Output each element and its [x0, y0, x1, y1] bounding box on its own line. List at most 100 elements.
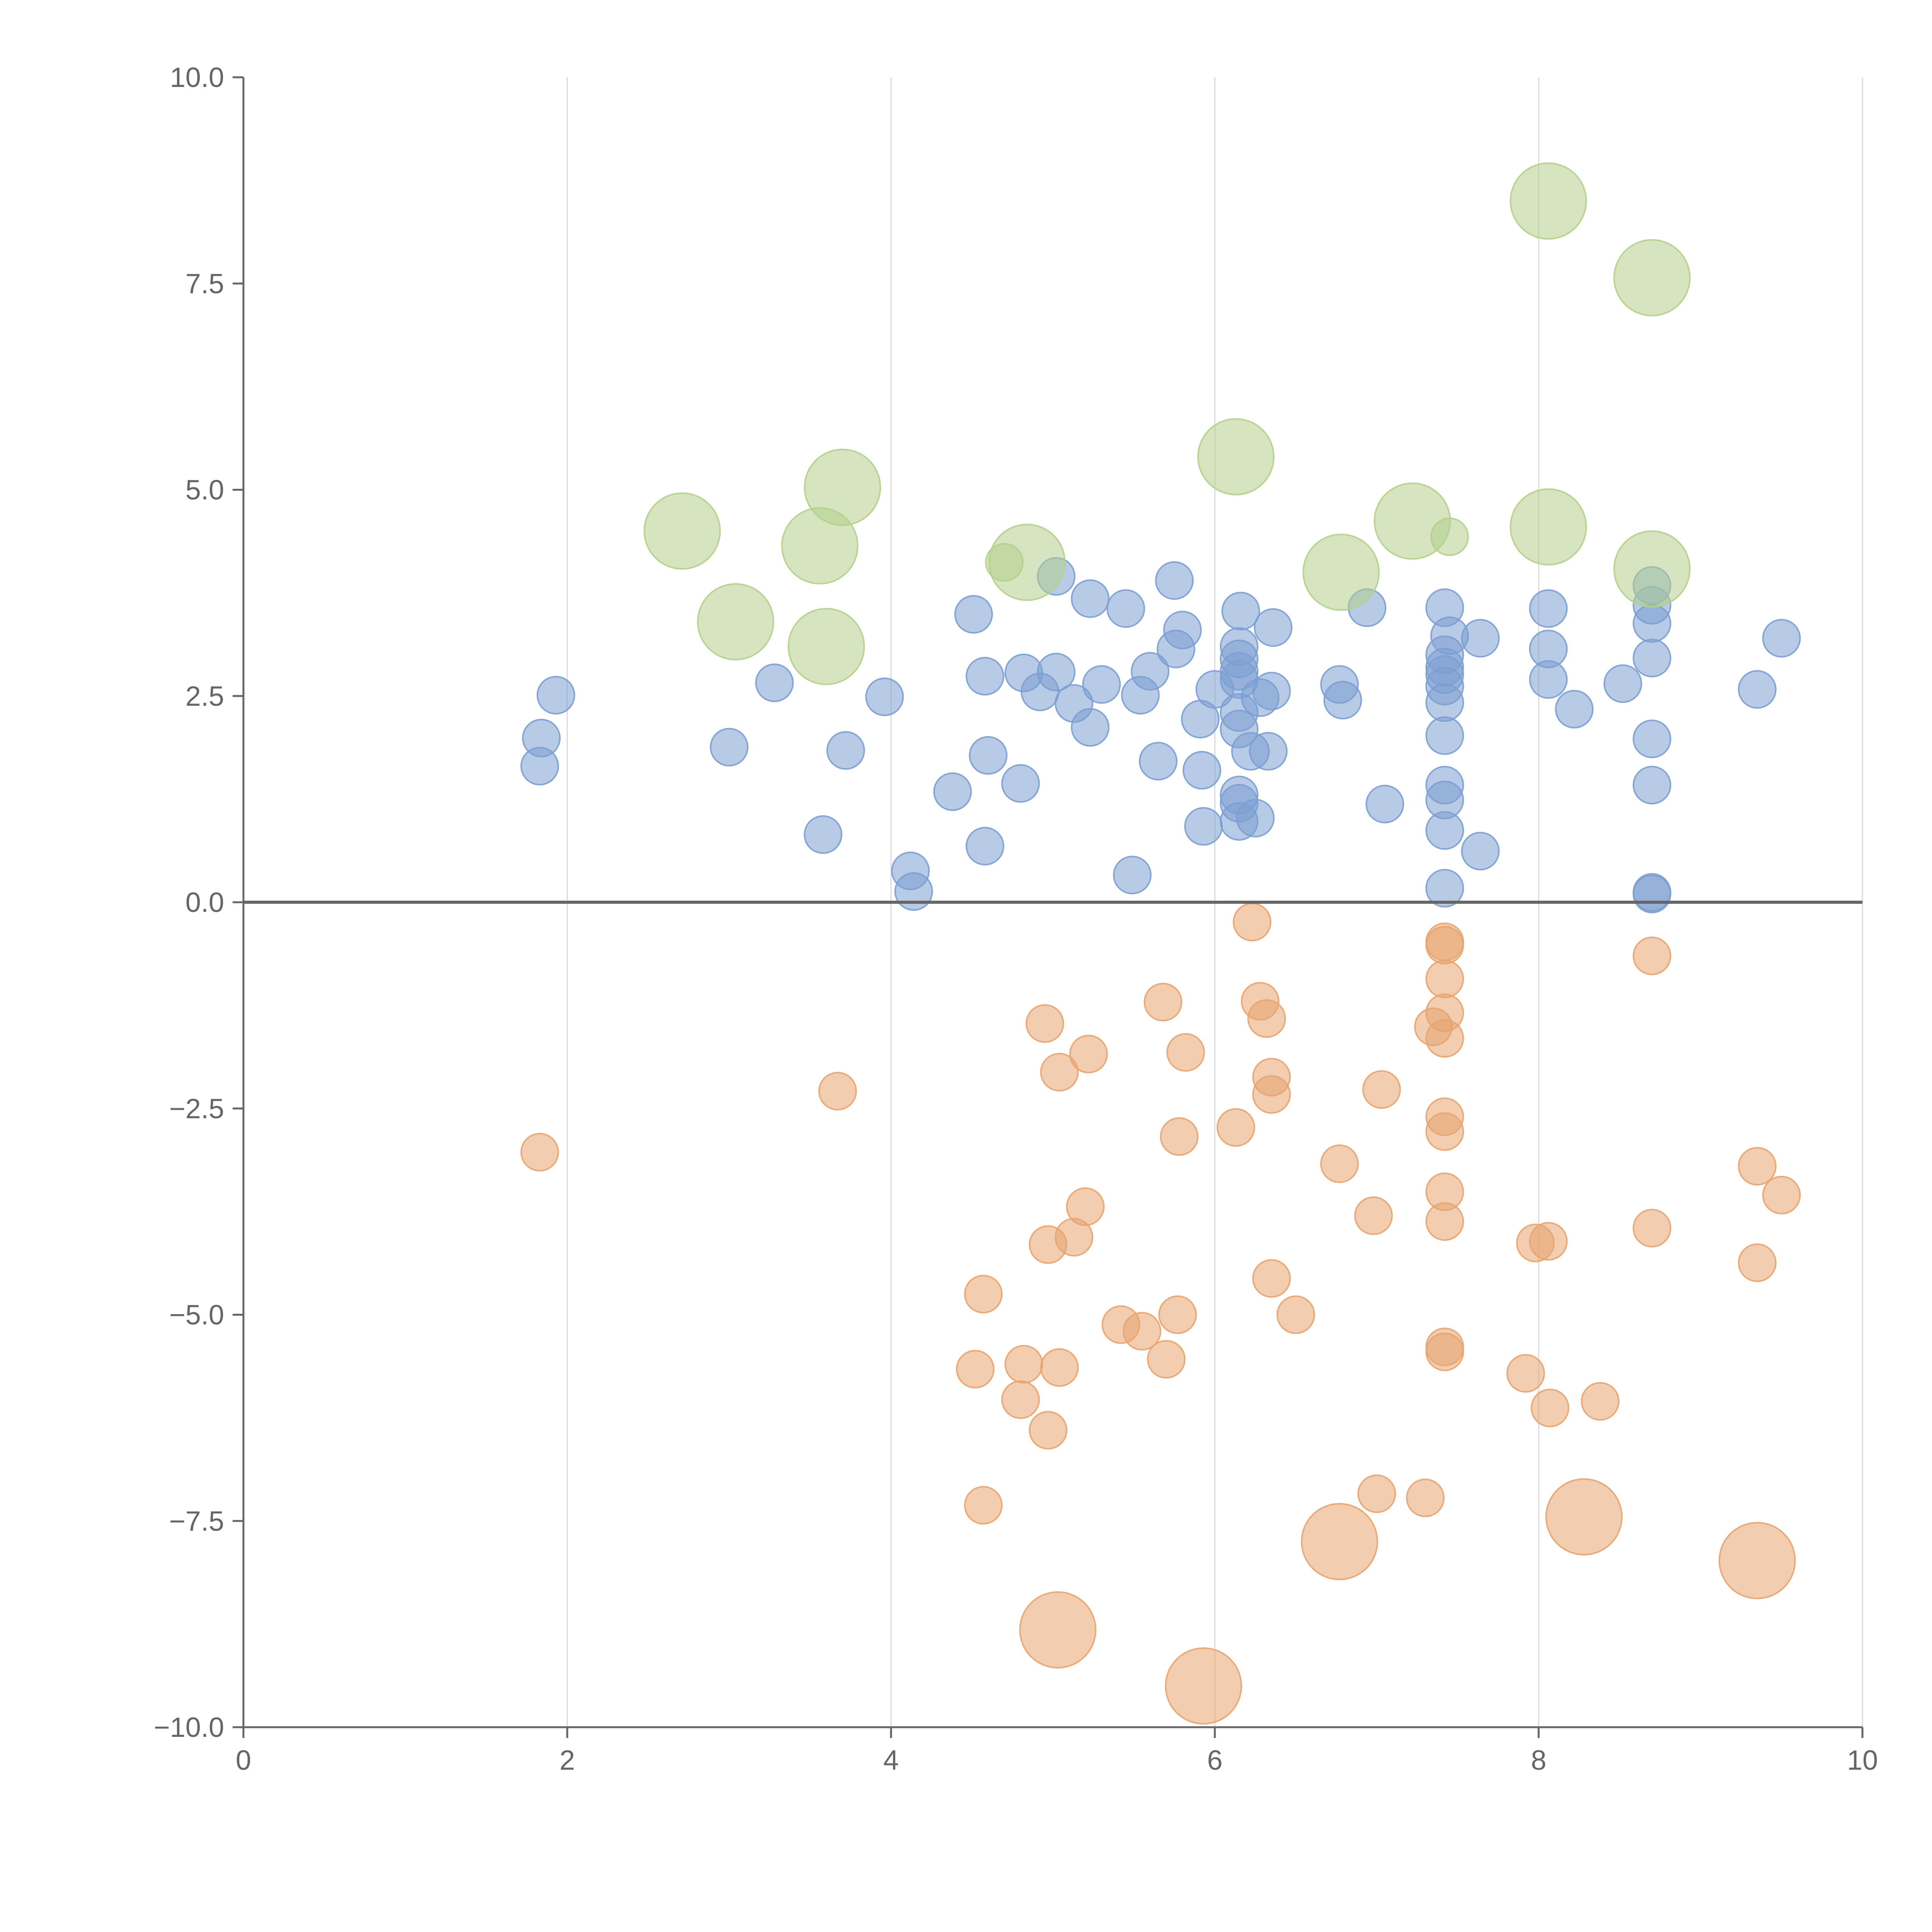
bubble-s1-28	[1252, 1259, 1291, 1298]
bubble-s1-27	[1252, 1075, 1291, 1114]
bubble-s1-51	[1581, 1382, 1620, 1421]
bubble-s0-12	[966, 657, 1005, 696]
bubble-s0-66	[1425, 869, 1464, 908]
bubble-s0-53	[1323, 680, 1362, 719]
x-tick-label-0: 0	[236, 1745, 251, 1776]
bubble-s2-11	[1510, 488, 1587, 566]
bubble-s0-78	[1633, 639, 1672, 678]
bubble-s0-41	[1219, 627, 1259, 666]
bubble-s0-5	[804, 815, 843, 854]
bubble-s0-24	[1106, 589, 1145, 628]
bubble-s1-46	[1425, 1332, 1464, 1371]
bubble-s0-61	[1425, 683, 1464, 722]
bubble-s0-15	[1001, 764, 1040, 803]
bubble-s0-22	[1071, 579, 1110, 618]
bubble-s1-10	[1040, 1053, 1079, 1092]
x-axis-ticks: 0 2 4 6 8 10	[236, 1727, 1878, 1776]
y-tick-label-2: −5.0	[169, 1300, 224, 1331]
bubble-s1-19	[1158, 1295, 1197, 1334]
bubble-s0-83	[1738, 670, 1777, 709]
bubble-s1-37	[1425, 926, 1464, 965]
bubble-s0-31	[1163, 611, 1202, 650]
bubble-s2-6	[804, 449, 881, 526]
plot-area	[520, 162, 1801, 1725]
bubble-s2-5	[787, 608, 865, 685]
bubble-s0-82	[1633, 874, 1672, 913]
bubble-s2-3	[697, 583, 774, 661]
bubble-s2-13	[1613, 239, 1691, 316]
bubble-s1-7	[1026, 1004, 1065, 1043]
bubble-s1-1	[818, 1071, 857, 1111]
bubble-s1-38	[1425, 959, 1464, 998]
bubble-s0-73	[1555, 690, 1594, 729]
bubble-s0-45	[1221, 592, 1260, 631]
x-tick-label-4: 8	[1531, 1745, 1546, 1776]
bubble-s0-72	[1529, 660, 1568, 699]
bubble-s1-30	[1320, 1144, 1359, 1183]
bubble-s1-25	[1247, 999, 1286, 1038]
bubble-s0-80	[1633, 765, 1672, 804]
bubble-s1-0	[520, 1133, 559, 1172]
bubble-s1-22	[1216, 1108, 1255, 1147]
y-tick-label-3: −2.5	[169, 1094, 224, 1124]
bubble-s2-10	[1374, 482, 1451, 560]
x-tick-label-3: 6	[1207, 1745, 1223, 1776]
bubble-s1-50	[1531, 1388, 1570, 1427]
y-tick-label-4: 0.0	[185, 887, 224, 918]
bubble-s1-11	[1040, 1348, 1079, 1387]
bubble-s2-12	[1510, 162, 1587, 240]
bubble-s1-31	[1354, 1196, 1393, 1235]
bubble-s0-47	[1236, 799, 1275, 838]
y-tick-label-6: 5.0	[185, 475, 224, 506]
bubble-s1-16	[1122, 1312, 1162, 1351]
bubble-s1-23	[1233, 903, 1272, 942]
bubble-s0-33	[1182, 751, 1221, 790]
bubble-s1-61	[1718, 1522, 1796, 1599]
bubble-s1-44	[1425, 1202, 1464, 1241]
bubble-s0-65	[1425, 811, 1464, 850]
bubble-s1-20	[1160, 1117, 1199, 1156]
y-tick-label-7: 7.5	[185, 269, 224, 299]
x-tick-label-1: 2	[560, 1745, 575, 1776]
y-tick-label-0: −10.0	[154, 1712, 224, 1743]
bubble-s0-6	[826, 731, 865, 770]
bubble-s0-21	[1071, 708, 1110, 747]
bubble-s1-47	[1506, 1354, 1545, 1393]
bubble-s1-4	[964, 1486, 1003, 1525]
bubble-s0-28	[1139, 742, 1178, 781]
bubble-s0-51	[1253, 608, 1293, 647]
bubble-s1-17	[1143, 983, 1182, 1022]
bubble-s1-32	[1357, 1474, 1396, 1513]
bubble-s1-2	[956, 1350, 995, 1389]
bubble-s0-69	[1461, 832, 1500, 871]
bubble-s0-62	[1425, 716, 1464, 755]
bubble-s2-14	[1613, 530, 1691, 608]
x-tick-label-2: 4	[883, 1745, 899, 1776]
bubble-s1-53	[1633, 1209, 1672, 1248]
bubble-s0-13	[966, 827, 1005, 866]
bubble-s1-40	[1425, 1019, 1464, 1058]
bubble-s1-59	[1301, 1503, 1378, 1580]
bubble-s1-14	[1069, 1034, 1108, 1073]
bubble-s1-52	[1633, 936, 1672, 975]
bubble-s2-8	[1197, 418, 1275, 496]
bubble-s1-5	[1001, 1380, 1040, 1419]
bubble-s0-9	[894, 872, 933, 911]
bubble-s2-9	[1302, 534, 1380, 611]
bubble-s0-14	[969, 736, 1008, 775]
bubble-s1-34	[1406, 1478, 1445, 1517]
bubble-s0-11	[954, 595, 993, 634]
y-axis-ticks: −10.0 −7.5 −5.0 −2.5 0.0 2.5 5.0 7.5 10.0	[154, 62, 243, 1743]
bubble-s1-33	[1362, 1070, 1401, 1109]
bubble-s0-27	[1131, 652, 1170, 691]
bubble-s0-84	[1762, 619, 1801, 658]
bubble-s0-79	[1633, 719, 1672, 759]
bubble-s0-68	[1461, 619, 1500, 658]
bubble-s1-56	[1762, 1175, 1801, 1214]
bubble-s1-57	[1019, 1591, 1097, 1669]
bubble-s0-70	[1529, 589, 1568, 628]
bubble-s0-1	[522, 719, 561, 758]
bubble-s1-13	[1066, 1187, 1105, 1226]
bubble-s0-3	[710, 728, 748, 767]
